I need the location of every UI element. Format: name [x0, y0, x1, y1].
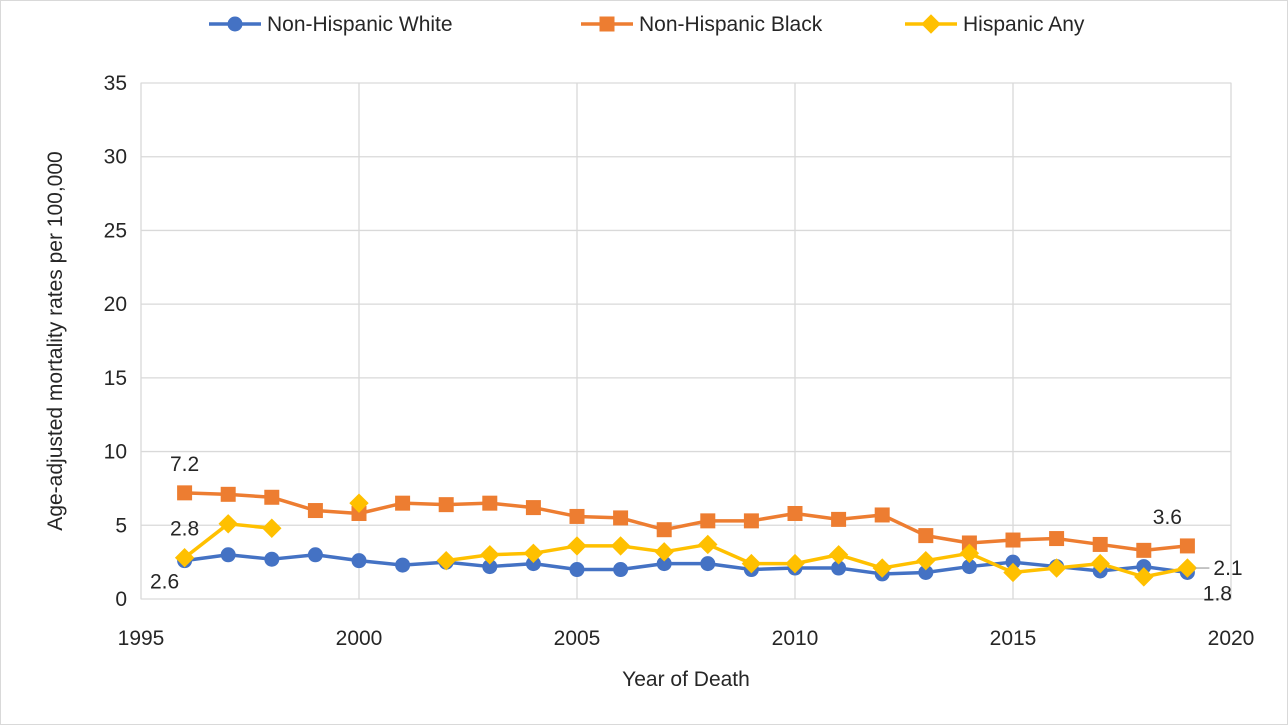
data-point: [218, 514, 238, 534]
series-layer: [174, 485, 1198, 587]
data-point: [351, 553, 367, 569]
data-point: [569, 508, 585, 524]
data-point: [1092, 536, 1108, 552]
gridlines: [140, 82, 1232, 600]
data-point: [395, 495, 411, 511]
data-point: [831, 511, 847, 527]
data-point: [1177, 558, 1198, 578]
data-point: [743, 513, 759, 529]
tick-labels: 0 5 10 15 20 25 30 35 1995 2000 2005 2010 2015 2020: [104, 72, 1255, 650]
data-label: 7.2: [170, 453, 199, 476]
data-point: [567, 536, 587, 556]
x-tick-label: 2020: [1208, 627, 1255, 650]
data-point: [307, 547, 323, 563]
data-point: [1090, 553, 1110, 574]
legend-item-hispanic-any: Hispanic Any: [905, 13, 1085, 36]
data-point: [700, 513, 716, 529]
series-hispanic-any: [174, 493, 1198, 587]
data-point: [1179, 538, 1195, 554]
data-label: 2.6: [150, 571, 179, 594]
y-tick-label: 0: [115, 588, 127, 611]
x-axis-title: Year of Death: [622, 668, 750, 691]
data-point: [174, 548, 195, 568]
legend-label: Non-Hispanic White: [267, 13, 453, 36]
series-non-hispanic-black: [177, 485, 1195, 558]
y-tick-label: 20: [104, 293, 127, 316]
data-point: [177, 485, 193, 501]
data-point: [700, 556, 716, 572]
data-point: [220, 547, 236, 563]
data-labels: 7.2 2.8 2.6 3.6 2.11.8: [150, 453, 1243, 606]
data-point: [610, 536, 631, 556]
data-point: [569, 562, 585, 578]
data-point: [523, 543, 544, 564]
data-point: [1003, 562, 1023, 583]
x-tick-label: 1995: [118, 627, 165, 650]
x-tick-label: 2005: [554, 627, 601, 650]
legend: Non-Hispanic White Non-Hispanic Black Hisp…: [209, 13, 1085, 36]
legend-item-non-hispanic-black: Non-Hispanic Black: [581, 13, 823, 36]
data-label: 2.8: [170, 518, 199, 541]
data-point: [872, 558, 892, 578]
y-tick-label: 15: [104, 367, 127, 390]
data-point: [438, 497, 454, 513]
data-point: [395, 557, 411, 573]
data-point: [349, 493, 369, 513]
series-line: [444, 542, 1190, 579]
data-point: [436, 550, 456, 571]
data-label: 2.1: [1213, 557, 1242, 580]
data-point: [654, 542, 674, 562]
series-non-hispanic-white: [177, 547, 1195, 582]
legend-label: Hispanic Any: [963, 13, 1085, 36]
data-point: [220, 486, 236, 502]
plot-area-border: [140, 82, 1232, 600]
x-tick-label: 2015: [990, 627, 1037, 650]
legend-item-non-hispanic-white: Non-Hispanic White: [209, 13, 453, 36]
data-point: [480, 545, 500, 565]
y-tick-label: 35: [104, 72, 127, 95]
data-point: [613, 562, 629, 578]
data-point: [264, 489, 280, 505]
data-point: [264, 551, 280, 567]
legend-marker: [921, 14, 941, 34]
data-point: [1046, 558, 1067, 578]
data-point: [874, 507, 890, 523]
y-tick-label: 30: [104, 146, 127, 169]
y-tick-label: 5: [115, 514, 127, 537]
legend-marker: [227, 16, 243, 32]
data-point: [918, 528, 934, 544]
data-point: [785, 553, 805, 574]
data-point: [1005, 532, 1021, 548]
data-point: [482, 495, 498, 511]
y-tick-label: 25: [104, 219, 127, 242]
data-point: [656, 522, 672, 538]
y-axis-title: Age-adjusted mortality rates per 100,000: [44, 151, 67, 530]
x-tick-label: 2010: [772, 627, 819, 650]
data-point: [1049, 531, 1065, 547]
data-point: [262, 518, 282, 538]
data-point: [525, 500, 541, 516]
series-line: [182, 491, 1190, 553]
y-tick-label: 10: [104, 441, 127, 464]
data-point: [828, 545, 849, 565]
data-point: [787, 505, 803, 521]
legend-label: Non-Hispanic Black: [639, 13, 823, 36]
legend-marker: [599, 16, 615, 32]
data-point: [959, 543, 980, 564]
data-point: [698, 534, 718, 555]
data-point: [307, 503, 323, 519]
data-point: [613, 510, 629, 526]
data-point: [741, 553, 762, 574]
data-point: [1134, 567, 1154, 587]
data-label: 3.6: [1153, 506, 1182, 529]
data-label: 1.8: [1203, 582, 1232, 605]
x-tick-label: 2000: [336, 627, 383, 650]
data-point: [916, 550, 936, 571]
data-point: [1136, 542, 1152, 558]
